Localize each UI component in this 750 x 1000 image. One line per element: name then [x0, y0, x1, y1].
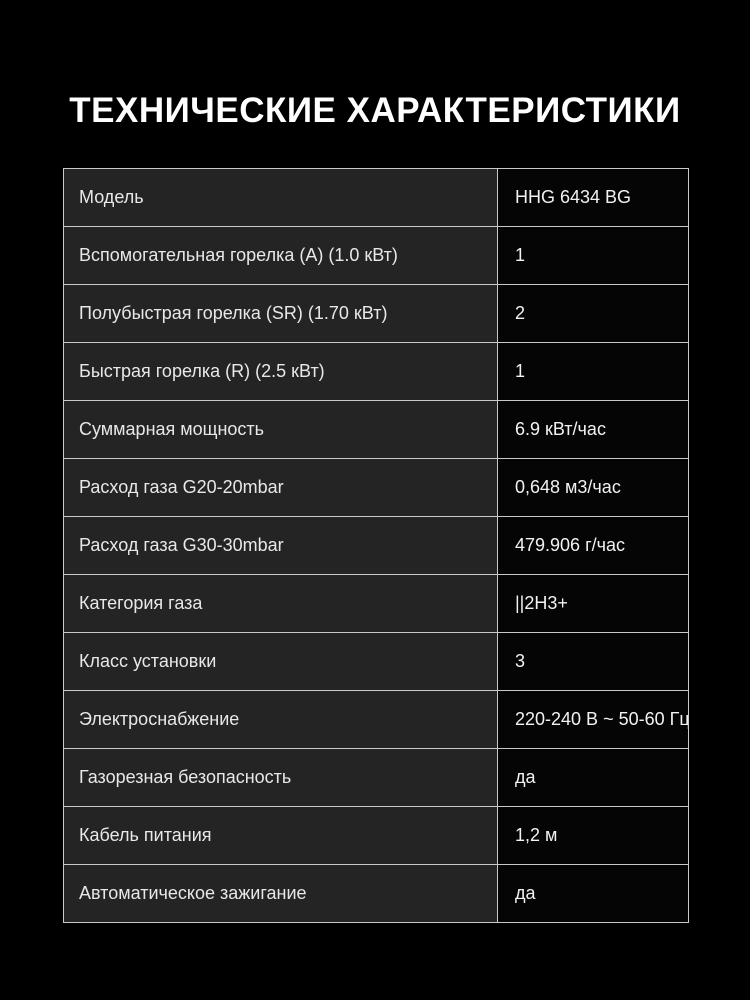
table-row: Вспомогательная горелка (А) (1.0 кВт) 1	[63, 226, 689, 285]
spec-value-cell: 1,2 м	[497, 806, 689, 865]
spec-label-cell: Газорезная безопасность	[63, 748, 498, 807]
spec-value-cell: 1	[497, 226, 689, 285]
spec-label-cell: Автоматическое зажигание	[63, 864, 498, 923]
table-row: Суммарная мощность 6.9 кВт/час	[63, 400, 689, 459]
spec-value-cell: 6.9 кВт/час	[497, 400, 689, 459]
spec-label-cell: Расход газа G20-20mbar	[63, 458, 498, 517]
table-row: Автоматическое зажигание да	[63, 864, 689, 923]
spec-value-cell: да	[497, 864, 689, 923]
spec-label-cell: Кабель питания	[63, 806, 498, 865]
spec-value-cell: 0,648 м3/час	[497, 458, 689, 517]
spec-label-cell: Класс установки	[63, 632, 498, 691]
table-row: Модель HHG 6434 BG	[63, 168, 689, 227]
table-row: Категория газа ||2H3+	[63, 574, 689, 633]
table-row: Быстрая горелка (R) (2.5 кВт) 1	[63, 342, 689, 401]
spec-label-cell: Категория газа	[63, 574, 498, 633]
spec-value-cell: HHG 6434 BG	[497, 168, 689, 227]
spec-value-cell: 2	[497, 284, 689, 343]
spec-label-cell: Полубыстрая горелка (SR) (1.70 кВт)	[63, 284, 498, 343]
table-row: Класс установки 3	[63, 632, 689, 691]
table-row: Расход газа G20-20mbar 0,648 м3/час	[63, 458, 689, 517]
table-row: Расход газа G30-30mbar 479.906 г/час	[63, 516, 689, 575]
spec-table-body: Модель HHG 6434 BG Вспомогательная горелка…	[63, 168, 689, 923]
spec-value-cell: 220-240 В ~ 50-60 Гц	[497, 690, 689, 749]
spec-value-cell: 1	[497, 342, 689, 401]
spec-value-cell: да	[497, 748, 689, 807]
page-title: ТЕХНИЧЕСКИЕ ХАРАКТЕРИСТИКИ	[69, 91, 681, 130]
table-row: Полубыстрая горелка (SR) (1.70 кВт) 2	[63, 284, 689, 343]
spec-label-cell: Модель	[63, 168, 498, 227]
spec-label-cell: Суммарная мощность	[63, 400, 498, 459]
spec-label-cell: Вспомогательная горелка (А) (1.0 кВт)	[63, 226, 498, 285]
spec-value-cell: 479.906 г/час	[497, 516, 689, 575]
table-row: Электроснабжение 220-240 В ~ 50-60 Гц	[63, 690, 689, 749]
table-row: Газорезная безопасность да	[63, 748, 689, 807]
table-row: Кабель питания 1,2 м	[63, 806, 689, 865]
spec-value-cell: 3	[497, 632, 689, 691]
spec-label-cell: Быстрая горелка (R) (2.5 кВт)	[63, 342, 498, 401]
spec-label-cell: Электроснабжение	[63, 690, 498, 749]
spec-label-cell: Расход газа G30-30mbar	[63, 516, 498, 575]
spec-value-cell: ||2H3+	[497, 574, 689, 633]
spec-table: Модель HHG 6434 BG Вспомогательная горелка…	[63, 168, 689, 923]
